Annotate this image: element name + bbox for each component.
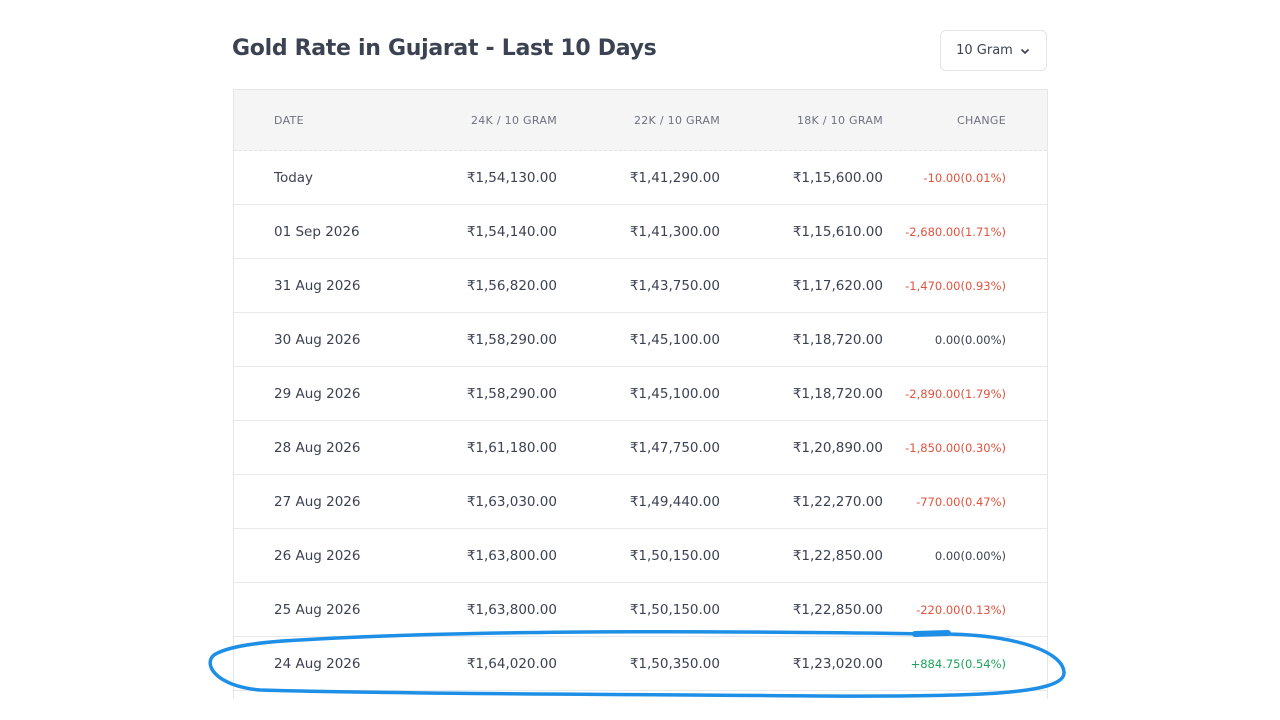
rate-cell: ₹1,43,750.00 — [629, 277, 720, 294]
change-cell: -1,470.00(0.93%) — [905, 278, 1006, 293]
change-cell: -770.00(0.47%) — [916, 494, 1006, 509]
rate-cell: ₹1,23,020.00 — [792, 655, 883, 672]
table-row: 01 Sep 2026 ₹1,54,140.00 ₹1,41,300.00 ₹1,15… — [234, 205, 1047, 259]
rate-cell: ₹1,54,130.00 — [466, 169, 557, 186]
rate-cell: ₹1,63,030.00 — [466, 493, 557, 510]
change-cell: +884.75(0.54%) — [910, 656, 1006, 671]
table-row: 30 Aug 2026 ₹1,58,290.00 ₹1,45,100.00 ₹1,18… — [234, 313, 1047, 367]
table-row: 25 Aug 2026 ₹1,63,800.00 ₹1,50,150.00 ₹1,22… — [234, 583, 1047, 637]
rates-table: DATE 24K / 10 GRAM 22K / 10 GRAM 18K / 10 G… — [233, 89, 1048, 699]
column-header: 18K / 10 GRAM — [796, 113, 883, 127]
rate-cell: ₹1,63,800.00 — [466, 601, 557, 618]
table-row: 29 Aug 2026 ₹1,58,290.00 ₹1,45,100.00 ₹1,18… — [234, 367, 1047, 421]
date-cell: Today — [274, 169, 314, 186]
change-cell: -1,850.00(0.30%) — [905, 440, 1006, 455]
dropdown-label[interactable]: 10 Gram — [956, 43, 1013, 58]
date-cell: 01 Sep 2026 — [274, 223, 360, 240]
rate-cell: ₹1,63,800.00 — [466, 547, 557, 564]
rate-cell: ₹1,15,600.00 — [792, 169, 883, 186]
table-header: DATE 24K / 10 GRAM 22K / 10 GRAM 18K / 10 G… — [234, 90, 1047, 151]
column-header: CHANGE — [957, 113, 1006, 127]
chevron-icon — [1020, 48, 1029, 54]
change-cell: -2,680.00(1.71%) — [905, 224, 1006, 239]
date-cell: 30 Aug 2026 — [274, 331, 361, 348]
rate-cell: ₹1,50,350.00 — [629, 655, 720, 672]
rate-cell: ₹1,15,610.00 — [792, 223, 883, 240]
change-cell: -10.00(0.01%) — [923, 170, 1006, 185]
rate-cell: ₹1,41,290.00 — [629, 169, 720, 186]
date-cell: 28 Aug 2026 — [274, 439, 361, 456]
rate-cell: ₹1,50,150.00 — [629, 601, 720, 618]
rate-cell: ₹1,22,270.00 — [792, 493, 883, 510]
column-header: DATE — [274, 113, 304, 127]
rate-cell: ₹1,47,750.00 — [629, 439, 720, 456]
change-cell: -2,890.00(1.79%) — [905, 386, 1006, 401]
rate-cell: ₹1,64,020.00 — [466, 655, 557, 672]
table-row: 26 Aug 2026 ₹1,63,800.00 ₹1,50,150.00 ₹1,22… — [234, 529, 1047, 583]
date-cell: 31 Aug 2026 — [274, 277, 361, 294]
rate-cell: ₹1,41,300.00 — [629, 223, 720, 240]
rate-cell: ₹1,45,100.00 — [629, 385, 720, 402]
rate-cell: ₹1,45,100.00 — [629, 331, 720, 348]
rate-cell: ₹1,49,440.00 — [629, 493, 720, 510]
rate-cell: ₹1,58,290.00 — [466, 331, 557, 348]
rate-cell: ₹1,20,890.00 — [792, 439, 883, 456]
rate-cell: ₹1,61,180.00 — [466, 439, 557, 456]
rate-cell: ₹1,58,290.00 — [466, 385, 557, 402]
change-cell: -220.00(0.13%) — [916, 602, 1006, 617]
column-header: 24K / 10 GRAM — [470, 113, 557, 127]
rate-cell: ₹1,18,720.00 — [792, 385, 883, 402]
change-cell: 0.00(0.00%) — [934, 332, 1006, 347]
unit-dropdown[interactable]: 10 Gram — [940, 30, 1047, 71]
table-row: 31 Aug 2026 ₹1,56,820.00 ₹1,43,750.00 ₹1,17… — [234, 259, 1047, 313]
date-cell: 25 Aug 2026 — [274, 601, 361, 618]
date-cell: 27 Aug 2026 — [274, 493, 361, 510]
date-cell: 26 Aug 2026 — [274, 547, 361, 564]
table-row: 28 Aug 2026 ₹1,61,180.00 ₹1,47,750.00 ₹1,20… — [234, 421, 1047, 475]
rate-cell: ₹1,22,850.00 — [792, 547, 883, 564]
change-cell: 0.00(0.00%) — [934, 548, 1006, 563]
table-row: 24 Aug 2026 ₹1,64,020.00 ₹1,50,350.00 ₹1,23… — [234, 637, 1047, 691]
table-row: Today ₹1,54,130.00 ₹1,41,290.00 ₹1,15,600.0… — [234, 151, 1047, 205]
rate-cell: ₹1,50,150.00 — [629, 547, 720, 564]
table-row: 27 Aug 2026 ₹1,63,030.00 ₹1,49,440.00 ₹1,22… — [234, 475, 1047, 529]
rate-cell: ₹1,54,140.00 — [466, 223, 557, 240]
rate-cell: ₹1,56,820.00 — [466, 277, 557, 294]
column-header: 22K / 10 GRAM — [633, 113, 720, 127]
page-title: Gold Rate in Gujarat - Last 10 Days — [232, 36, 657, 61]
rate-cell: ₹1,18,720.00 — [792, 331, 883, 348]
date-cell: 29 Aug 2026 — [274, 385, 361, 402]
rate-cell: ₹1,17,620.00 — [792, 277, 883, 294]
rate-cell: ₹1,22,850.00 — [792, 601, 883, 618]
date-cell: 24 Aug 2026 — [274, 655, 361, 672]
